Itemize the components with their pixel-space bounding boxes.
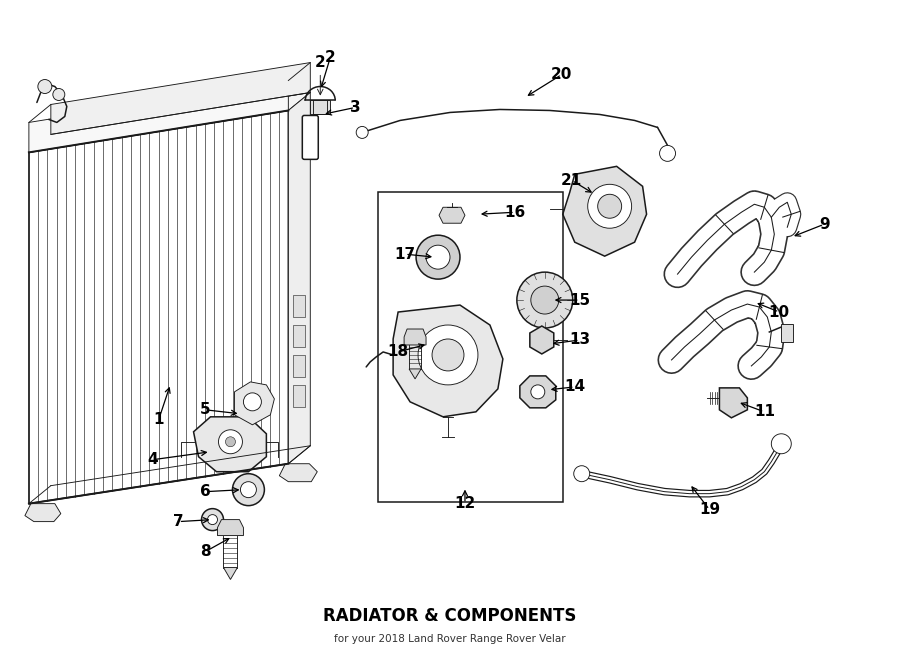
Circle shape [426, 245, 450, 269]
Circle shape [226, 437, 236, 447]
Text: 19: 19 [699, 502, 720, 517]
Bar [293, 355, 305, 377]
Circle shape [416, 235, 460, 279]
Text: 3: 3 [350, 100, 361, 115]
Text: 15: 15 [569, 293, 590, 308]
Polygon shape [25, 504, 61, 522]
Polygon shape [719, 388, 747, 418]
Text: for your 2018 Land Rover Range Rover Velar: for your 2018 Land Rover Range Rover Vel… [334, 634, 566, 644]
Bar [378, 192, 562, 502]
Bar [310, 101, 330, 115]
Text: 5: 5 [200, 402, 211, 417]
Polygon shape [50, 63, 310, 134]
Circle shape [432, 339, 464, 371]
Text: 16: 16 [504, 205, 526, 220]
Polygon shape [29, 81, 288, 152]
Text: 6: 6 [200, 484, 211, 499]
Text: 12: 12 [454, 496, 475, 511]
Circle shape [531, 286, 559, 314]
Polygon shape [223, 567, 238, 579]
Text: 14: 14 [564, 379, 585, 395]
Circle shape [243, 393, 261, 411]
Text: 9: 9 [819, 216, 830, 232]
Bar [293, 295, 305, 317]
Circle shape [356, 126, 368, 138]
Polygon shape [218, 520, 243, 536]
Polygon shape [410, 369, 421, 379]
Polygon shape [235, 382, 274, 425]
Circle shape [202, 508, 223, 530]
Circle shape [232, 474, 265, 506]
Polygon shape [29, 93, 310, 152]
Bar [293, 385, 305, 407]
Polygon shape [279, 463, 318, 482]
Polygon shape [194, 417, 266, 472]
Circle shape [660, 146, 676, 162]
Circle shape [208, 514, 218, 524]
Circle shape [53, 89, 65, 101]
Text: 10: 10 [769, 305, 790, 320]
Circle shape [588, 184, 632, 228]
Polygon shape [393, 305, 503, 417]
Text: 8: 8 [200, 544, 211, 559]
Polygon shape [520, 376, 556, 408]
Text: 2: 2 [315, 55, 326, 70]
FancyBboxPatch shape [302, 115, 319, 160]
Circle shape [517, 272, 572, 328]
Polygon shape [288, 93, 310, 463]
Polygon shape [530, 326, 554, 354]
Text: 1: 1 [153, 412, 164, 427]
Text: 13: 13 [569, 332, 590, 348]
Text: 18: 18 [388, 344, 409, 359]
Circle shape [418, 325, 478, 385]
Text: 7: 7 [174, 514, 184, 529]
Polygon shape [404, 329, 426, 345]
Text: 21: 21 [561, 173, 582, 188]
Circle shape [598, 194, 622, 218]
Circle shape [531, 385, 544, 399]
Circle shape [240, 482, 256, 498]
Circle shape [771, 434, 791, 453]
Text: 17: 17 [394, 247, 416, 261]
Text: 11: 11 [754, 404, 775, 419]
Text: 4: 4 [148, 452, 157, 467]
Bar [293, 325, 305, 347]
Text: 2: 2 [325, 50, 336, 65]
Circle shape [219, 430, 242, 453]
Bar [781, 324, 793, 342]
Circle shape [38, 79, 52, 93]
Circle shape [573, 465, 590, 482]
Polygon shape [562, 166, 646, 256]
Text: 20: 20 [551, 67, 572, 82]
Text: RADIATOR & COMPONENTS: RADIATOR & COMPONENTS [323, 608, 577, 626]
Polygon shape [439, 207, 465, 223]
